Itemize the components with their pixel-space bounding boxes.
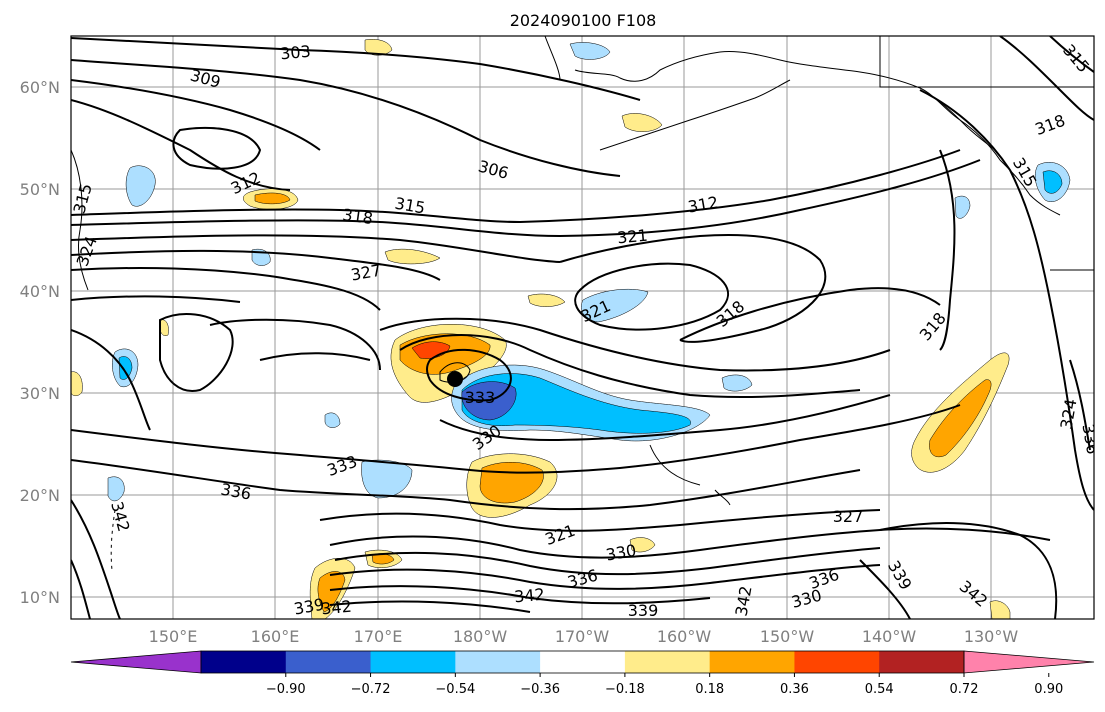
colorbar-tick-label: −0.90 [266,682,306,697]
lat-label: 50°N [20,180,60,199]
lat-label: 30°N [20,384,60,403]
latitude-labels: 60°N 50°N 40°N 30°N 20°N 10°N [20,78,60,607]
contour-label: 318 [341,205,374,228]
positive-anomaly [989,600,1011,619]
colorbar-segment [794,651,880,673]
colorbar-tick-label: 0.72 [950,682,979,697]
negative-anomaly [461,373,691,434]
longitude-labels: 150°E 160°E 170°E 180°W 170°W 160°W 150°… [149,627,1019,646]
negative-anomaly [581,288,649,323]
positive-anomaly [629,537,656,553]
colorbar-outline [200,650,965,674]
negative-anomaly [361,459,413,499]
colorbar-tick-label: 0.36 [780,682,809,697]
lon-label: 130°W [964,627,1019,646]
lon-label: 140°W [862,627,917,646]
lon-label: 150°E [149,627,198,646]
contour-label: 342 [513,585,545,607]
negative-anomaly [125,165,156,207]
colorbar-tick-label: −0.72 [351,682,391,697]
contour-label: 327 [833,507,864,526]
positive-anomaly [621,113,663,132]
negative-anomaly [1042,170,1063,194]
colorbar-extension-low [70,650,202,674]
map-border [70,35,1095,620]
positive-anomaly [254,192,291,205]
colorbar-tick-label: 0.54 [865,682,894,697]
lon-label: 160°E [251,627,300,646]
colorbar-segment [624,651,711,673]
positive-anomaly [929,379,992,458]
thin-contours [110,362,471,571]
contour-label: 342 [320,597,352,619]
colorbar-segment [709,651,795,673]
cyclone-center-marker [447,371,463,387]
colorbar-segment [201,651,287,673]
lat-label: 10°N [20,588,60,607]
colorbar-tick-label: −0.36 [520,682,560,697]
contour-label: 333 [465,388,496,407]
plot-title: 2024090100 F108 [510,11,657,30]
colorbar-ticks: −0.90 −0.72 −0.54 −0.36 −0.18 0.18 0.36 0.54 0.7… [266,673,1063,697]
lat-label: 40°N [20,282,60,301]
negative-anomaly [324,412,341,428]
colorbar-segment [455,651,541,673]
lat-label: 20°N [20,486,60,505]
negative-anomaly [118,356,133,380]
lon-label: 170°E [354,627,403,646]
colorbar-segment [370,651,456,673]
colorbar-segment [285,651,372,673]
colorbar-tick-label: 0.90 [1034,682,1063,697]
positive-anomaly [317,571,346,613]
shaded-anomalies [71,39,1071,619]
positive-anomaly [384,248,441,265]
positive-anomaly [527,293,566,307]
negative-anomaly [107,476,125,502]
lon-label: 180°W [453,627,508,646]
negative-anomaly [954,195,971,219]
colorbar-tick-label: −0.18 [605,682,645,697]
negative-anomaly [569,42,611,60]
colorbar-segments [70,650,1095,674]
positive-anomaly [71,371,83,396]
colorbar-segment [879,651,965,673]
lon-label: 160°W [657,627,712,646]
colorbar: −0.90 −0.72 −0.54 −0.36 −0.18 0.18 0.36 0.54 0.7… [70,650,1095,697]
map-content: 303 309 312 315 318 324 327 306 315 312 … [71,36,1102,620]
contour-lines [71,36,1094,619]
colorbar-segment [540,651,626,673]
colorbar-extension-high [963,650,1095,674]
lon-label: 170°W [555,627,610,646]
lon-label: 150°W [760,627,815,646]
lat-label: 60°N [20,78,60,97]
negative-anomaly [721,374,753,392]
contour-label: 339 [628,601,659,620]
colorbar-tick-label: −0.54 [435,682,475,697]
colorbar-tick-label: 0.18 [695,682,724,697]
contour-label: 303 [279,42,311,64]
contour-label: 336 [1078,422,1102,455]
contour-label: 321 [616,226,648,248]
